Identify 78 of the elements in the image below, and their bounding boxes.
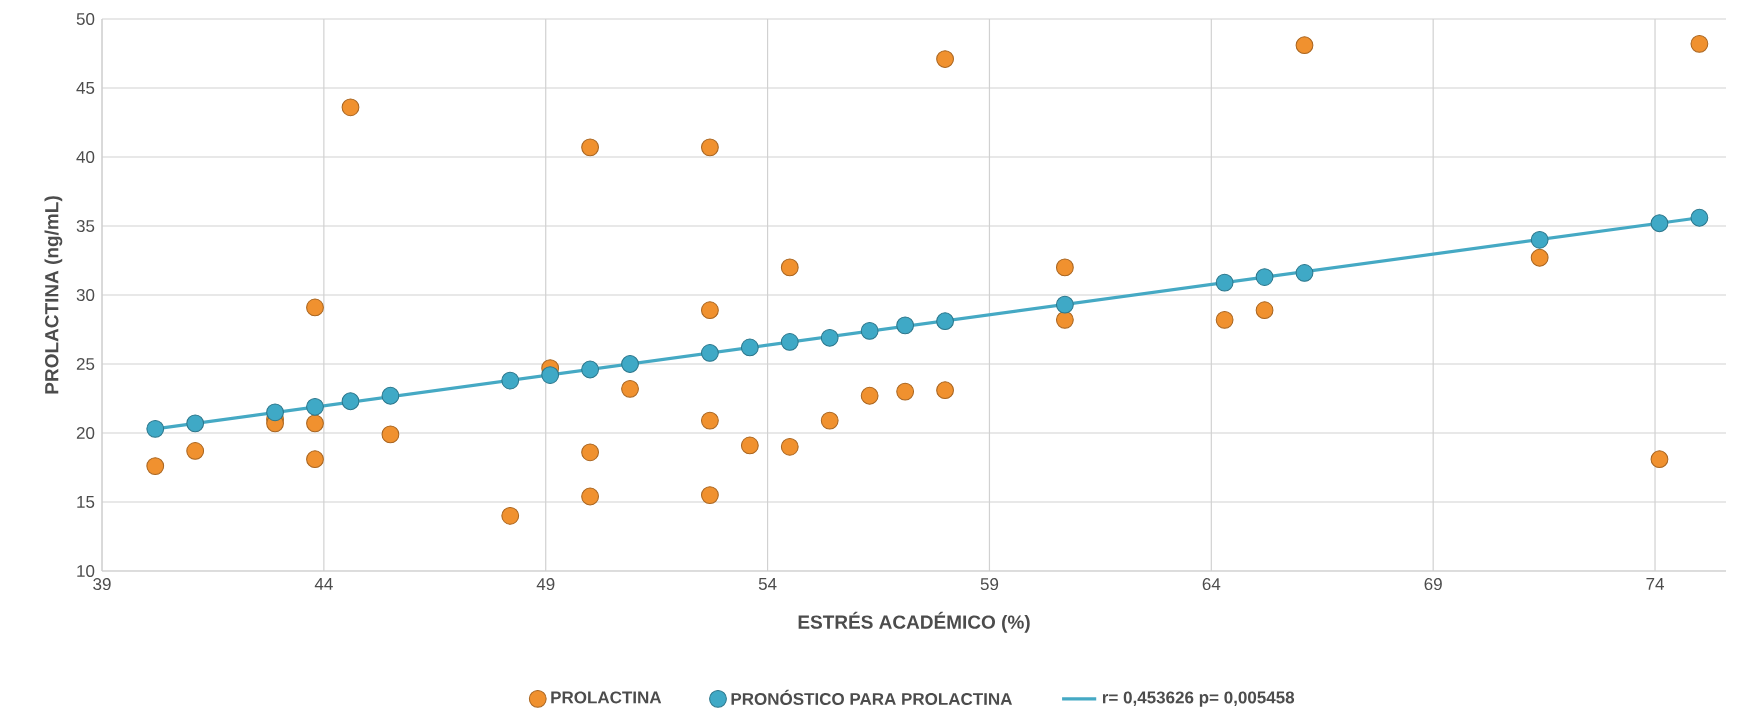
- point: [1690, 208, 1709, 227]
- point: [381, 386, 400, 405]
- point: [701, 486, 719, 504]
- point: [701, 344, 719, 362]
- point: [896, 316, 915, 335]
- point: [581, 487, 599, 506]
- point: [541, 366, 560, 384]
- point: [1530, 248, 1549, 267]
- point: [186, 442, 205, 460]
- point: [1295, 36, 1314, 55]
- y-axis-title: PROLACTINA (ng/mL): [44, 196, 63, 394]
- x-tick-label: 64: [1202, 578, 1221, 591]
- x-tick-label: 59: [980, 578, 999, 591]
- point: [740, 338, 759, 357]
- y-tick-label: 30: [76, 289, 95, 302]
- x-axis-title: ESTRÉS ACADÉMICO (%): [798, 611, 1030, 633]
- y-tick-label: 50: [76, 13, 95, 26]
- point: [1530, 230, 1549, 249]
- point: [1055, 295, 1074, 314]
- x-tick-label: 69: [1424, 578, 1442, 591]
- point: [1055, 310, 1074, 329]
- y-tick-label: 10: [77, 565, 95, 578]
- y-tick-label: 20: [76, 427, 95, 440]
- point: [146, 419, 165, 438]
- x-tick-label: 39: [93, 578, 111, 591]
- legend-label: PROLACTINA: [551, 691, 662, 704]
- point: [1255, 301, 1274, 320]
- point: [1215, 273, 1234, 292]
- point: [306, 397, 324, 416]
- point: [701, 301, 719, 320]
- point: [581, 360, 599, 379]
- point: [701, 411, 719, 430]
- point: [306, 414, 324, 433]
- x-tick-label: 74: [1646, 578, 1664, 590]
- point: [936, 381, 954, 400]
- y-tick-label: 45: [76, 82, 95, 94]
- point: [306, 298, 324, 317]
- point: [820, 411, 839, 430]
- point: [1295, 264, 1314, 282]
- point: [621, 379, 639, 398]
- point: [1650, 214, 1669, 233]
- point: [581, 138, 599, 157]
- x-tick-label: 49: [536, 578, 555, 591]
- point: [1055, 258, 1074, 277]
- legend-label: r= 0,453626 p= 0,005458: [1102, 691, 1295, 707]
- point: [266, 403, 284, 422]
- point: [1690, 34, 1709, 53]
- point: [621, 355, 639, 373]
- point: [581, 443, 599, 462]
- point: [936, 312, 954, 331]
- point: [780, 258, 799, 277]
- y-tick-label: 40: [76, 151, 95, 164]
- point: [701, 138, 719, 157]
- y-tick-label: 15: [77, 496, 95, 508]
- x-tick-label: 44: [314, 578, 333, 590]
- point: [381, 425, 400, 444]
- y-tick-label: 35: [76, 220, 95, 233]
- point: [146, 457, 165, 476]
- point: [306, 450, 324, 469]
- point: [860, 386, 879, 405]
- point: [186, 414, 205, 433]
- point: [501, 506, 520, 525]
- point: [860, 321, 879, 340]
- point: [1255, 268, 1274, 286]
- point: [896, 382, 915, 401]
- point: [1215, 310, 1234, 329]
- point: [780, 437, 799, 456]
- point: [780, 333, 799, 351]
- point: [1650, 450, 1669, 469]
- point: [740, 436, 759, 455]
- legend-label: PRONÓSTICO PARA PROLACTINA: [731, 689, 1013, 706]
- point: [501, 371, 520, 390]
- y-tick-label: 25: [76, 358, 95, 371]
- point: [341, 392, 360, 411]
- point: [820, 328, 839, 347]
- point: [936, 50, 954, 68]
- x-tick-label: 54: [758, 578, 777, 590]
- point: [341, 98, 360, 117]
